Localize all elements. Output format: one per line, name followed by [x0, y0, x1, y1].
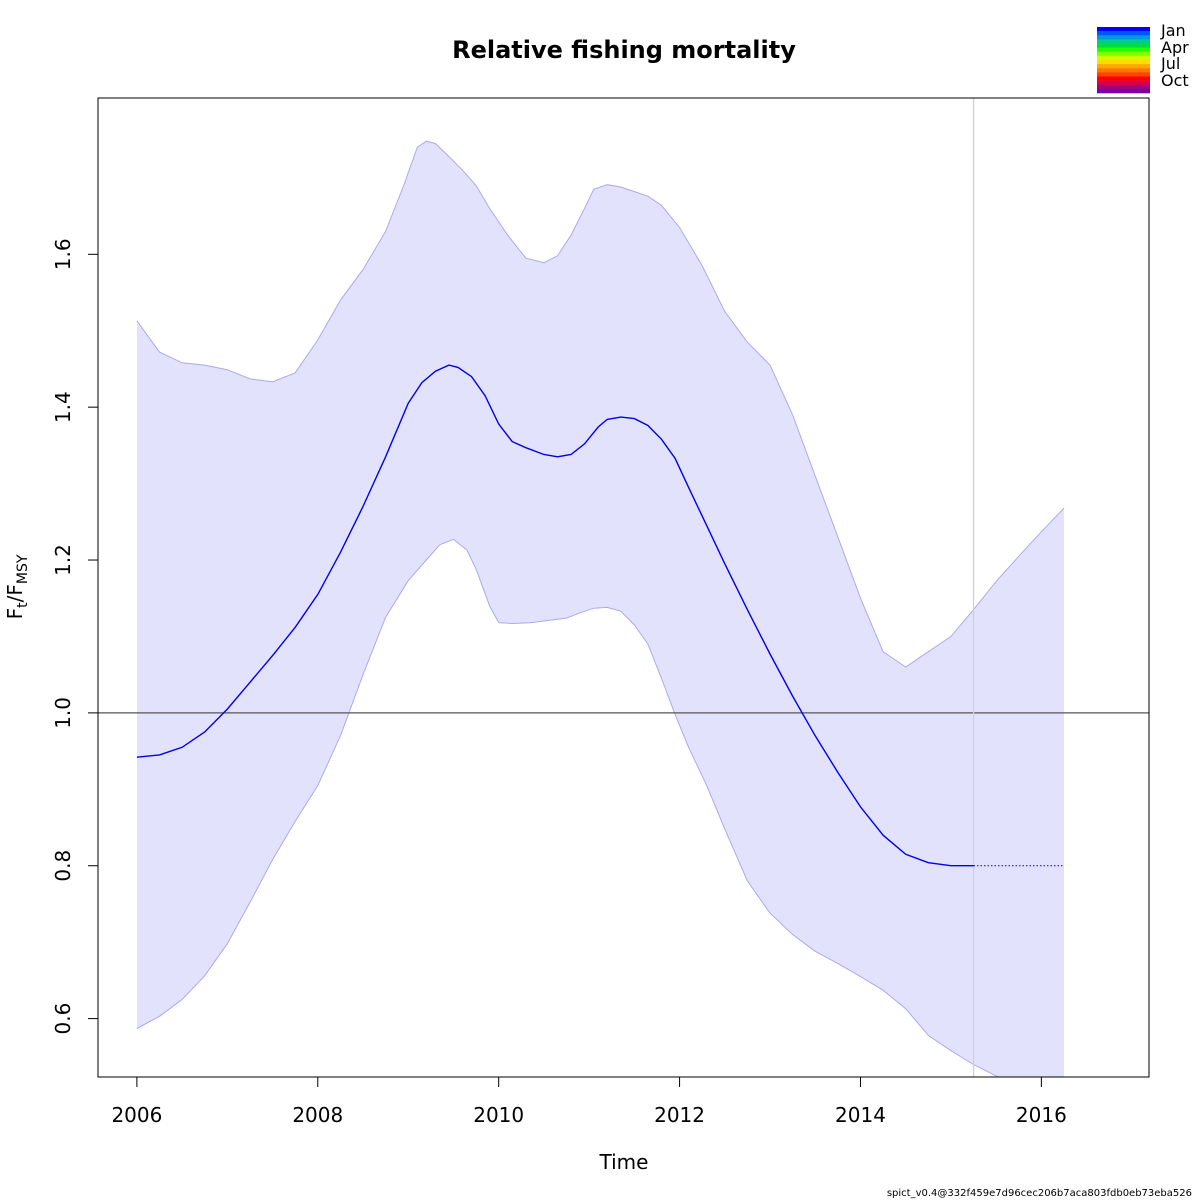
y-tick-label: 0.6 — [51, 1003, 75, 1035]
x-tick-label: 2016 — [1016, 1103, 1067, 1127]
estimate-line — [136, 364, 974, 867]
legend-label: Oct — [1161, 71, 1189, 90]
legend-color-swatch — [1097, 84, 1150, 90]
version-footer: spict_v0.4@332f459e7d96cec206b7aca803fdb… — [887, 1188, 1192, 1199]
lower-ci-line — [136, 538, 1000, 1077]
legend-color-swatch — [1097, 31, 1150, 36]
legend-color-swatch — [1097, 51, 1150, 57]
legend-color-swatch — [1097, 76, 1150, 81]
x-tick-label: 2006 — [111, 1103, 162, 1127]
legend-color-swatch — [1097, 55, 1150, 61]
legend-color-swatch — [1097, 27, 1150, 32]
legend-color-swatch — [1097, 64, 1150, 69]
legend-label: Jan — [1160, 21, 1186, 40]
x-tick-label: 2010 — [473, 1103, 524, 1127]
chart-title: Relative fishing mortality — [452, 36, 796, 64]
x-tick-label: 2014 — [835, 1103, 886, 1127]
x-tick-label: 2008 — [292, 1103, 343, 1127]
legend-color-swatch — [1097, 68, 1150, 73]
x-tick-label: 2012 — [654, 1103, 705, 1127]
legend-color-swatch — [1097, 47, 1150, 53]
legend-color-swatch — [1097, 39, 1150, 44]
y-axis-label: Ft/FMSY — [3, 554, 31, 619]
y-tick-label: 1.4 — [51, 391, 75, 423]
y-axis: 0.6 0.8 1.0 1.2 1.4 1.6 — [51, 238, 99, 1035]
legend-color-swatch — [1097, 88, 1150, 94]
legend-color-swatch — [1097, 80, 1150, 86]
x-axis: 2006 2008 2010 2012 2014 2016 — [111, 1076, 1067, 1127]
x-axis-label: Time — [599, 1150, 649, 1174]
legend-color-swatch — [1097, 60, 1150, 65]
legend-color-swatch — [1097, 35, 1150, 40]
legend-label: Apr — [1161, 38, 1189, 57]
y-tick-label: 1.6 — [51, 238, 75, 270]
legend-label: Jul — [1160, 54, 1180, 73]
confidence-band — [136, 141, 1064, 1077]
y-tick-label: 0.8 — [51, 850, 75, 882]
y-tick-label: 1.0 — [51, 697, 75, 729]
legend-color-swatch — [1097, 72, 1150, 77]
legend-color-swatch — [1097, 43, 1150, 48]
upper-ci-line — [136, 140, 1065, 668]
y-tick-label: 1.2 — [51, 544, 75, 576]
